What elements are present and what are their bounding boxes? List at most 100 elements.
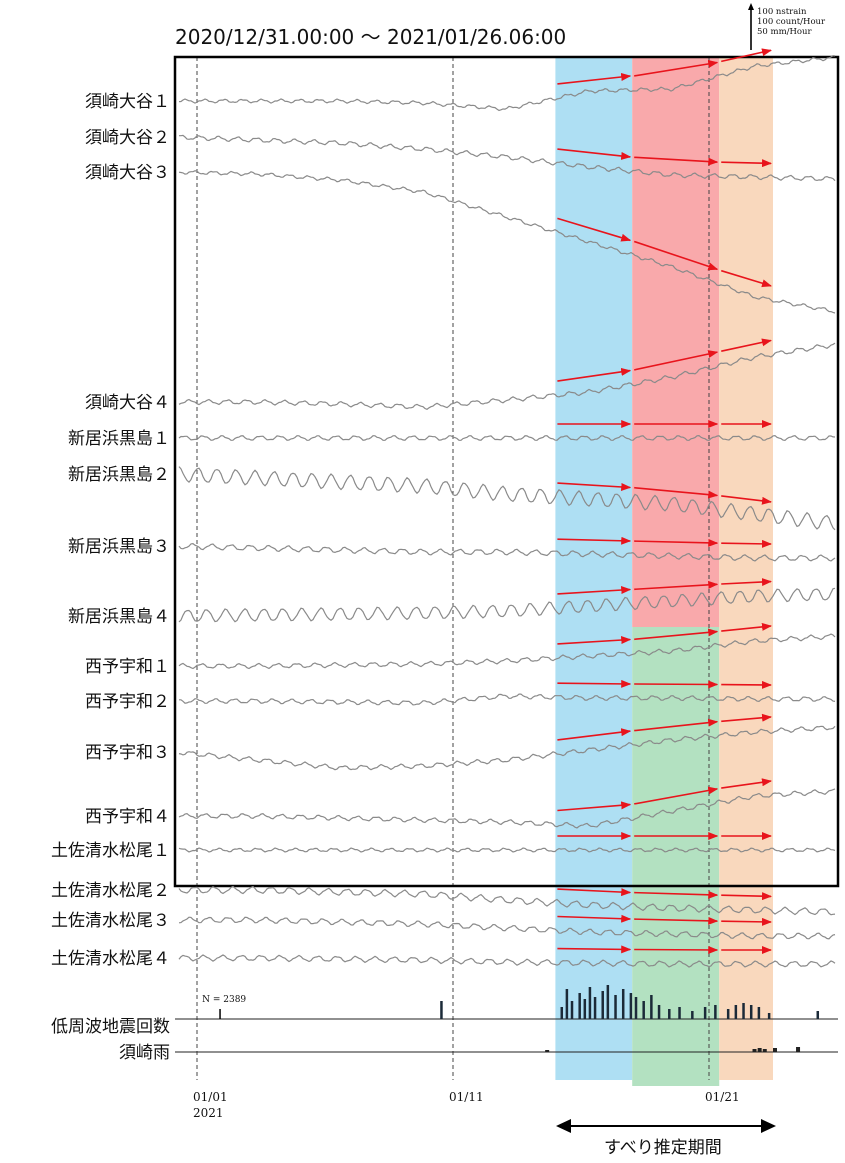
trace-line <box>178 633 836 670</box>
x-tick-sublabel: 2021 <box>193 1106 224 1120</box>
station-label: 須崎大谷４ <box>85 393 170 413</box>
lfe-bar <box>440 1001 443 1019</box>
station-label: 西予宇和３ <box>85 743 170 763</box>
trend-arrow <box>634 156 719 166</box>
trend-arrow <box>721 338 772 352</box>
trace-line <box>179 693 836 706</box>
station-label: 土佐清水松尾２ <box>51 881 170 901</box>
station-label: 土佐清水松尾３ <box>51 911 170 931</box>
station-label: 新居浜黒島１ <box>68 429 170 449</box>
scale-label-count: 100 count/Hour <box>757 17 826 27</box>
trend-arrows <box>557 48 772 954</box>
lfe-bar <box>668 1009 671 1019</box>
trend-arrow <box>634 718 719 732</box>
trend-arrow <box>721 713 772 723</box>
lfe-bar <box>560 1007 564 1019</box>
lfe-bar <box>742 1003 745 1019</box>
trend-arrow <box>721 917 772 926</box>
trend-arrow <box>557 888 632 897</box>
lfe-bar <box>726 1009 730 1019</box>
lfe-bar <box>583 999 587 1019</box>
lfe-bar <box>588 987 592 1019</box>
lfe-bar <box>657 1005 661 1019</box>
trace-line <box>178 954 836 968</box>
trend-arrow <box>721 778 772 789</box>
station-label: 土佐清水松尾１ <box>51 841 170 861</box>
band-orange <box>719 57 773 1080</box>
trend-arrow <box>634 945 719 954</box>
trace-line <box>178 434 836 442</box>
trace-line <box>178 542 836 562</box>
trend-arrow <box>634 486 719 499</box>
trend-arrow <box>634 538 719 547</box>
rain-bar <box>545 1050 550 1052</box>
trace-line <box>178 916 836 940</box>
trend-arrow <box>721 495 772 505</box>
lfe-bar <box>634 997 638 1019</box>
station-label: 須崎大谷１ <box>85 92 170 112</box>
trace-line <box>179 134 836 182</box>
histograms: N = 2389 <box>202 985 820 1052</box>
plot-frame <box>173 55 840 888</box>
trace-line <box>178 342 836 410</box>
lfe-bar <box>767 1013 771 1019</box>
lfe-bar <box>606 985 610 1019</box>
slip-period-indicator: すべり推定期間 <box>556 1119 776 1158</box>
lfe-bar <box>629 993 633 1019</box>
trend-arrow <box>557 801 632 812</box>
trend-arrow <box>557 728 632 741</box>
lfe-bar <box>621 989 625 1019</box>
lfe-bar <box>749 1005 753 1019</box>
lfe-bar <box>578 993 581 1019</box>
x-axis-ticks: 01/01 2021 01/11 01/21 <box>193 1090 740 1120</box>
lfe-total-label: N = 2389 <box>202 995 246 1005</box>
trend-arrow <box>633 240 719 271</box>
lfe-bar <box>703 1007 707 1019</box>
trend-arrow <box>557 945 632 954</box>
station-label: 須崎大谷３ <box>85 163 170 183</box>
trace-line <box>178 847 836 853</box>
rain-label: 須崎雨 <box>119 1043 170 1063</box>
rain-bar <box>796 1047 801 1052</box>
chart-title: 2020/12/31.00:00 ～ 2021/01/26.06:00 <box>175 25 566 49</box>
trend-arrow <box>557 914 632 923</box>
lfe-bar <box>691 1011 694 1019</box>
station-label: 西予宇和１ <box>85 657 170 677</box>
lfe-bar <box>565 989 569 1019</box>
trend-arrow <box>557 586 632 595</box>
trend-arrow <box>721 539 772 548</box>
trend-arrow <box>557 679 632 688</box>
rain-bar <box>757 1048 762 1052</box>
date-grid-lines <box>196 57 710 1080</box>
lfe-bar <box>757 1007 761 1019</box>
trend-arrow <box>557 536 632 545</box>
strain-traces <box>175 54 838 1053</box>
trend-arrow <box>557 217 632 242</box>
x-tick-label: 01/21 <box>705 1090 740 1104</box>
station-label: 新居浜黒島２ <box>68 465 170 485</box>
trace-line <box>178 466 836 531</box>
slip-period-arrowhead-right <box>761 1119 776 1133</box>
x-tick-label: 01/01 <box>193 1090 228 1104</box>
trend-arrow <box>721 578 772 587</box>
slip-period-arrowhead-left <box>556 1119 571 1133</box>
trend-arrow <box>721 48 772 63</box>
lfe-bar <box>734 1005 738 1019</box>
x-tick-label: 01/11 <box>449 1090 484 1104</box>
lfe-bar <box>601 991 604 1019</box>
scale-label-strain: 100 nstrain <box>757 7 807 17</box>
rain-bar <box>752 1049 757 1052</box>
rain-bar <box>773 1048 777 1052</box>
lfe-bar <box>593 997 597 1019</box>
trend-arrow <box>557 148 632 160</box>
scale-bar: 100 nstrain 100 count/Hour 50 mm/Hour <box>748 3 826 50</box>
band-red <box>632 57 720 627</box>
trend-arrow <box>634 628 719 641</box>
trend-arrow <box>721 269 772 288</box>
lfe-bar <box>642 1001 645 1019</box>
trace-line <box>178 885 836 916</box>
rain-bar <box>762 1049 767 1052</box>
trend-arrow <box>557 482 632 491</box>
lfe-bar <box>570 1001 574 1019</box>
